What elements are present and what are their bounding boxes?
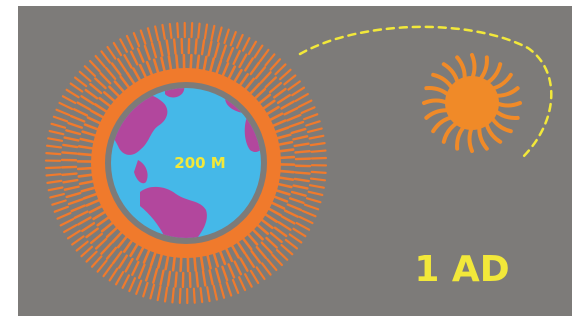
year-label: 1 AD [414,249,509,290]
earth-population-label: 200 M [174,154,225,172]
orbit-path-icon [298,25,553,160]
earth-halo [44,21,328,305]
sun-icon [422,53,522,153]
background-panel [18,6,572,316]
